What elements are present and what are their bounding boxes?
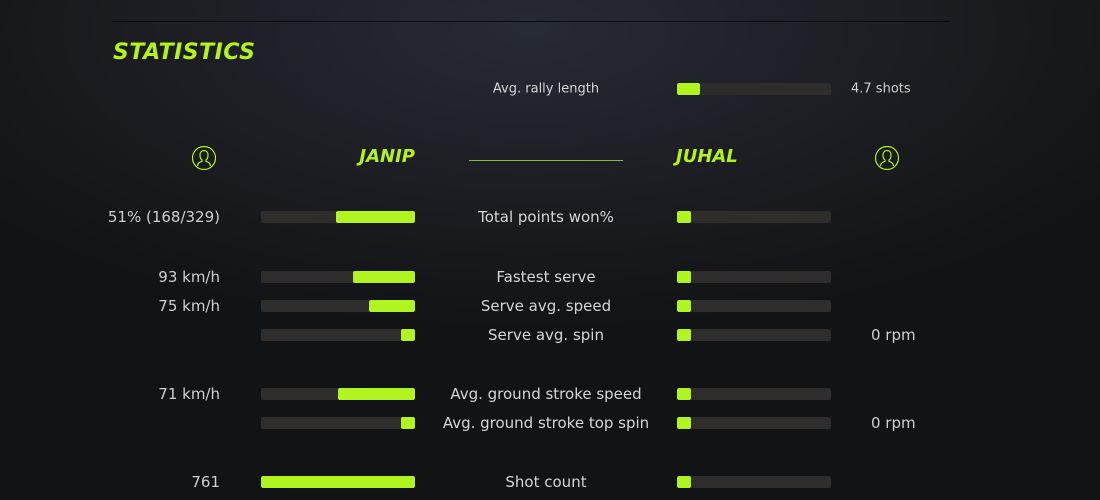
right-bar bbox=[677, 271, 831, 283]
left-bar bbox=[261, 211, 415, 223]
page-title: STATISTICS bbox=[113, 40, 256, 65]
top-divider bbox=[112, 21, 950, 22]
right-value: 0 rpm bbox=[871, 326, 916, 344]
right-bar bbox=[677, 329, 831, 341]
stat-label: Avg. ground stroke top spin bbox=[442, 414, 650, 432]
right-bar-fill bbox=[677, 329, 691, 341]
left-value: 51% (168/329) bbox=[107, 208, 220, 226]
right-bar-fill bbox=[677, 476, 691, 488]
left-bar bbox=[261, 388, 415, 400]
user-circle-icon bbox=[875, 146, 899, 170]
left-value: 761 bbox=[191, 473, 220, 491]
left-bar bbox=[261, 417, 415, 429]
stat-label: Serve avg. speed bbox=[480, 297, 612, 315]
right-bar-fill bbox=[677, 271, 691, 283]
left-bar-fill bbox=[401, 329, 415, 341]
left-bar bbox=[261, 271, 415, 283]
right-bar-fill bbox=[677, 417, 691, 429]
rally-value: 4.7 shots bbox=[851, 81, 911, 97]
stat-label: Fastest serve bbox=[496, 268, 596, 286]
left-bar bbox=[261, 300, 415, 312]
stat-label: Total points won% bbox=[478, 208, 614, 226]
right-bar-fill bbox=[677, 388, 691, 400]
user-circle-icon bbox=[192, 146, 216, 170]
left-bar-fill bbox=[336, 211, 415, 223]
stat-label: Shot count bbox=[505, 473, 587, 491]
rally-bar-fill bbox=[677, 83, 701, 95]
player-right-name: JUHAL bbox=[676, 146, 738, 167]
left-value: 75 km/h bbox=[158, 297, 220, 315]
header-divider bbox=[469, 160, 623, 161]
stat-label: Avg. ground stroke speed bbox=[450, 385, 642, 403]
left-bar-fill bbox=[338, 388, 415, 400]
rally-label: Avg. rally length bbox=[492, 81, 600, 97]
right-bar bbox=[677, 300, 831, 312]
left-bar bbox=[261, 476, 415, 488]
left-bar bbox=[261, 329, 415, 341]
left-bar-fill bbox=[401, 417, 415, 429]
right-bar bbox=[677, 476, 831, 488]
right-bar-fill bbox=[677, 211, 691, 223]
left-bar-fill bbox=[368, 300, 415, 312]
left-value: 71 km/h bbox=[158, 385, 220, 403]
player-left-name: JANIP bbox=[359, 146, 415, 167]
left-bar-fill bbox=[353, 271, 415, 283]
right-bar-fill bbox=[677, 300, 691, 312]
right-bar bbox=[677, 388, 831, 400]
rally-bar bbox=[677, 83, 831, 95]
right-value: 0 rpm bbox=[871, 414, 916, 432]
left-bar-fill bbox=[261, 476, 415, 488]
left-value: 93 km/h bbox=[158, 268, 220, 286]
stat-label: Serve avg. spin bbox=[488, 326, 604, 344]
right-bar bbox=[677, 211, 831, 223]
right-bar bbox=[677, 417, 831, 429]
